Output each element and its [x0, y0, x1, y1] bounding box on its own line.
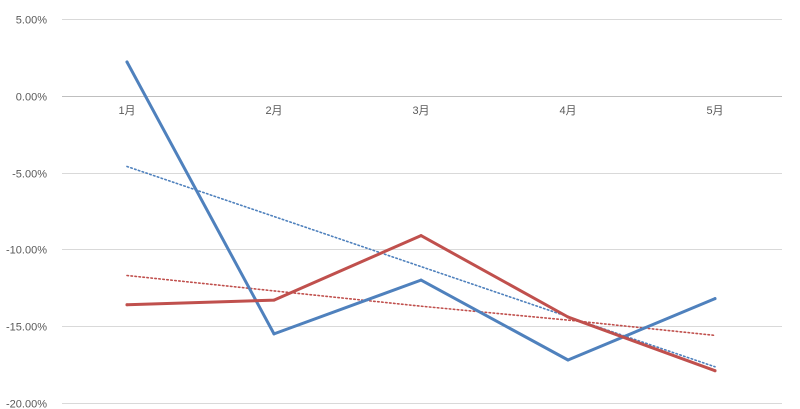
- series-1-point: [419, 278, 423, 282]
- y-tick-label: -20.00%: [6, 399, 47, 409]
- x-tick-label: 5月: [706, 105, 723, 117]
- x-axis-ticks: 1月 2月 3月 4月 5月: [118, 105, 723, 117]
- series-1-point: [272, 332, 276, 336]
- x-tick-label: 3月: [412, 105, 429, 117]
- series-1-point: [125, 60, 129, 64]
- series-1-point: [713, 297, 717, 301]
- y-tick-label: -10.00%: [6, 245, 47, 257]
- gridlines: [62, 19, 782, 404]
- y-tick-label: -5.00%: [12, 169, 47, 181]
- series-2-point: [713, 369, 717, 373]
- y-tick-label: 0.00%: [16, 92, 47, 104]
- series-1-point: [566, 358, 570, 362]
- x-tick-label: 1月: [118, 105, 135, 117]
- x-tick-label: 4月: [559, 105, 576, 117]
- series-2-point: [566, 315, 570, 319]
- y-tick-label: -15.00%: [6, 322, 47, 334]
- series-2-point: [419, 234, 423, 238]
- series-lines: [125, 60, 717, 373]
- trendline-2: [126, 274, 716, 337]
- series-2-point: [272, 298, 276, 302]
- series-2-line: [125, 234, 717, 373]
- y-axis-ticks: 5.00% 0.00% -5.00% -10.00% -15.00% -20.00%: [6, 15, 47, 409]
- x-tick-label: 2月: [265, 105, 282, 117]
- y-tick-label: 5.00%: [16, 15, 47, 27]
- series-2-point: [125, 303, 129, 307]
